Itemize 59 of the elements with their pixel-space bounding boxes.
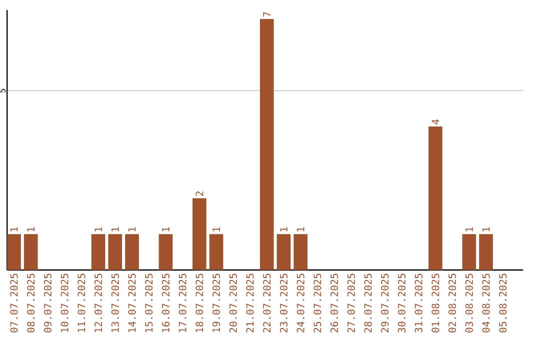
x-tick-label: 05.08.2025 <box>499 274 507 332</box>
x-tick-label: 14.07.2025 <box>128 274 136 332</box>
data-label: 2 <box>196 192 204 196</box>
bar <box>428 126 442 270</box>
data-label: 1 <box>10 227 18 232</box>
data-label: 1 <box>162 227 170 232</box>
data-label: 1 <box>280 227 288 232</box>
bar <box>192 198 206 270</box>
x-tick-label: 10.07.2025 <box>60 274 68 332</box>
bar <box>276 234 291 270</box>
bar <box>7 234 21 270</box>
x-tick-label: 25.07.2025 <box>314 274 322 332</box>
bar <box>125 234 139 270</box>
x-tick-label: 20.07.2025 <box>229 274 237 332</box>
data-label: 1 <box>296 227 304 232</box>
bar <box>158 234 173 270</box>
data-label: 1 <box>466 227 473 232</box>
bar <box>462 234 476 270</box>
bar <box>108 234 122 270</box>
x-tick-label: 21.07.2025 <box>246 274 254 332</box>
bar <box>24 234 38 270</box>
x-tick-label: 29.07.2025 <box>381 274 389 332</box>
x-tick-label: 17.07.2025 <box>178 274 186 332</box>
x-tick-label: 30.07.2025 <box>398 274 406 332</box>
x-tick-label: 24.07.2025 <box>296 274 304 332</box>
x-tick-label: 22.07.2025 <box>263 274 271 332</box>
x-tick-label: 03.08.2025 <box>465 274 473 332</box>
x-tick-label: 18.07.2025 <box>196 274 204 332</box>
x-tick-label: 31.07.2025 <box>414 274 422 332</box>
x-tick-label: 02.08.2025 <box>448 274 456 332</box>
bar <box>294 234 308 270</box>
x-tick-label: 08.07.2025 <box>27 274 35 332</box>
x-tick-label: 01.08.2025 <box>432 274 440 332</box>
data-label: 1 <box>482 227 490 232</box>
x-tick-label: 11.07.2025 <box>78 274 86 332</box>
x-tick-label: 28.07.2025 <box>364 274 372 332</box>
bar <box>91 234 106 270</box>
x-tick-label: 12.07.2025 <box>94 274 102 332</box>
bar <box>479 234 493 270</box>
x-tick-label: 15.07.2025 <box>145 274 153 332</box>
bar <box>209 234 224 270</box>
x-tick-label: 09.07.2025 <box>44 274 52 332</box>
x-tick-label: 27.07.2025 <box>347 274 355 332</box>
x-tick-label: 23.07.2025 <box>280 274 288 332</box>
y-tick-label: 5 <box>0 88 6 93</box>
data-label: 1 <box>212 227 220 232</box>
x-tick-label: 07.07.2025 <box>10 274 18 332</box>
x-tick-label: 19.07.2025 <box>212 274 220 332</box>
data-label: 1 <box>27 227 35 232</box>
bar <box>260 18 274 270</box>
x-tick-label: 16.07.2025 <box>162 274 170 332</box>
x-tick-label: 13.07.2025 <box>111 274 119 332</box>
data-label: 1 <box>112 227 119 232</box>
data-label: 1 <box>94 227 102 232</box>
data-label: 4 <box>432 119 440 124</box>
data-label: 1 <box>128 227 136 232</box>
x-tick-label: 26.07.2025 <box>330 274 338 332</box>
x-tick-label: 04.08.2025 <box>482 274 490 332</box>
data-label: 7 <box>263 12 271 17</box>
